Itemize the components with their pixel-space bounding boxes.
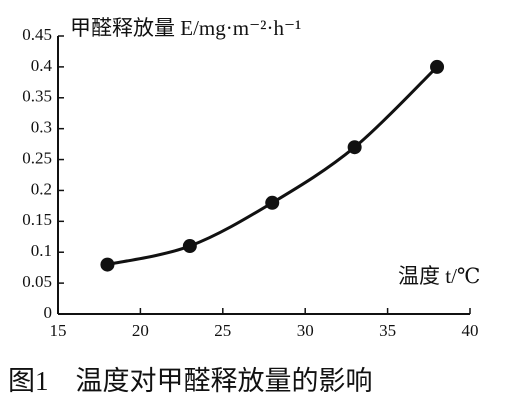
y-tick-label: 0.3 <box>31 118 52 137</box>
y-tick-label: 0.45 <box>22 25 52 44</box>
point <box>265 195 280 210</box>
y-tick-label: 0.2 <box>31 179 52 198</box>
line <box>107 65 439 267</box>
y-tick-label: 0.25 <box>22 148 52 167</box>
point <box>430 59 445 74</box>
x-tick-label: 15 <box>50 321 67 340</box>
y-tick-label: 0.4 <box>31 56 53 75</box>
point <box>347 140 362 155</box>
y-tick-label: 0.05 <box>22 272 52 291</box>
x-tick-label: 25 <box>214 321 231 340</box>
x-tick-label: 30 <box>297 321 314 340</box>
y-tick-label: 0.1 <box>31 241 52 260</box>
y-tick-label: 0.15 <box>22 210 52 229</box>
point <box>182 239 197 254</box>
caption: 图1 温度对甲醛释放量的影响 <box>8 366 373 396</box>
y-tick-label: 0 <box>44 303 53 322</box>
y-tick-label: 0.35 <box>22 87 52 106</box>
x-tick-label: 35 <box>379 321 396 340</box>
x-tick-label: 40 <box>462 321 479 340</box>
x-axis-label: 温度 t/℃ <box>398 264 480 288</box>
x-tick-label: 20 <box>132 321 149 340</box>
y-axis-label: 甲醛释放量 E/mg·m⁻²·h⁻¹ <box>70 16 301 40</box>
point <box>100 257 115 272</box>
